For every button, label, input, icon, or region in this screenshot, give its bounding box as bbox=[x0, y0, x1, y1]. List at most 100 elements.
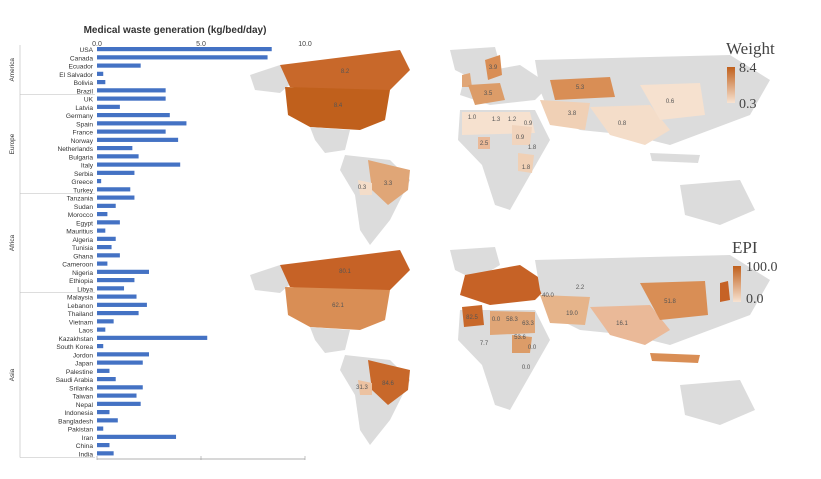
weight-legend-min: 0.3 bbox=[739, 97, 757, 112]
bar bbox=[97, 170, 135, 175]
map-value-label: 8.4 bbox=[334, 103, 343, 109]
mexico-shape bbox=[310, 127, 350, 153]
category-label: Spain bbox=[76, 121, 93, 128]
x-tick-label: 0.0 bbox=[92, 41, 102, 48]
bar bbox=[97, 88, 166, 93]
map-value-label: 1.8 bbox=[528, 145, 537, 151]
bar bbox=[97, 311, 139, 316]
map-value-label: 53.6 bbox=[514, 335, 526, 341]
bar bbox=[97, 302, 147, 307]
category-label: Thailand bbox=[68, 311, 94, 318]
east-africa-shape bbox=[518, 153, 534, 173]
bar bbox=[97, 220, 120, 225]
chart-title: Medical waste generation (kg/bed/day) bbox=[84, 25, 267, 36]
south-asia-shape bbox=[590, 305, 670, 345]
category-label: Sudan bbox=[74, 204, 93, 211]
category-label: Nepal bbox=[76, 402, 94, 409]
bar bbox=[97, 228, 106, 233]
bar bbox=[97, 71, 104, 76]
usa-shape bbox=[285, 287, 390, 330]
map-value-label: 84.6 bbox=[382, 381, 394, 387]
category-label: Turkey bbox=[73, 187, 94, 194]
weight-map: 8.2 8.4 3.3 0.3 1.0 1.3 1.2 0.9 2.5 0.9 1.8 1.8 5.3 3… bbox=[250, 39, 810, 250]
category-label: Laos bbox=[79, 328, 94, 335]
canada-shape bbox=[280, 50, 410, 93]
bar bbox=[97, 63, 141, 68]
category-label: India bbox=[79, 451, 94, 458]
bar bbox=[97, 96, 166, 101]
bar bbox=[97, 80, 106, 85]
map-value-label: 0.8 bbox=[618, 121, 627, 127]
category-label: Srilanka bbox=[69, 385, 93, 392]
china-shape bbox=[640, 281, 708, 320]
bar bbox=[97, 47, 272, 52]
map-value-label: 1.0 bbox=[468, 115, 477, 121]
bar bbox=[97, 451, 114, 456]
category-label: Iran bbox=[82, 435, 94, 442]
x-tick-label: 5.0 bbox=[196, 41, 206, 48]
bar bbox=[97, 55, 268, 60]
bar bbox=[97, 286, 125, 291]
morocco-shape bbox=[462, 305, 484, 327]
bar bbox=[97, 203, 116, 208]
category-label: Kazakhstan bbox=[59, 336, 94, 343]
bar bbox=[97, 294, 137, 299]
ghana-shape bbox=[478, 137, 490, 149]
map-value-label: 8.2 bbox=[341, 69, 350, 75]
category-label: Norway bbox=[71, 138, 94, 145]
world-map-weight: 8.28.43.30.31.0 1.3 1.20.92.50.91.81.85.33… bbox=[250, 47, 770, 245]
category-label: USA bbox=[79, 47, 93, 54]
category-label: Morocco bbox=[68, 212, 94, 219]
category-label: Jordon bbox=[73, 352, 93, 359]
norway-shape bbox=[485, 55, 502, 80]
map-value-label: 16.1 bbox=[616, 321, 628, 327]
category-label: Taiwan bbox=[72, 394, 93, 401]
bar bbox=[97, 377, 116, 382]
bar bbox=[97, 187, 131, 192]
category-label: Netherlands bbox=[57, 146, 93, 153]
kazakhstan-shape bbox=[550, 77, 615, 100]
map-value-label: 19.0 bbox=[566, 311, 578, 317]
bar bbox=[97, 368, 110, 373]
category-label: Serbia bbox=[74, 171, 93, 178]
australia-shape bbox=[680, 180, 755, 225]
map-value-label: 1.2 bbox=[508, 117, 517, 123]
map-value-label: 3.9 bbox=[489, 65, 498, 71]
south-asia-shape bbox=[590, 105, 670, 145]
map-value-label: 0.9 bbox=[524, 121, 533, 127]
east-asia-shape bbox=[640, 83, 705, 120]
brazil-shape bbox=[368, 360, 410, 405]
bolivia-shape bbox=[358, 180, 372, 195]
weight-legend-gradient bbox=[727, 67, 735, 103]
bar bbox=[97, 418, 118, 423]
australia-shape bbox=[680, 380, 755, 425]
map-value-label: 51.8 bbox=[664, 299, 676, 305]
epi-legend-gradient bbox=[733, 266, 741, 302]
map-value-label: 0.6 bbox=[666, 99, 675, 105]
africa-shape bbox=[458, 310, 550, 410]
group-label: Europe bbox=[9, 133, 16, 154]
bar bbox=[97, 278, 135, 283]
waste-bar-chart: Medical waste generation (kg/bed/day) 0.… bbox=[9, 25, 312, 460]
category-label: Algeria bbox=[72, 237, 93, 244]
group-label: Africa bbox=[9, 234, 16, 251]
map-value-label: 0.9 bbox=[516, 135, 525, 141]
map-value-label: 0.0 bbox=[492, 317, 501, 323]
bar bbox=[97, 360, 143, 365]
bar bbox=[97, 344, 104, 349]
weight-legend-title: Weight bbox=[726, 39, 775, 58]
bar bbox=[97, 352, 149, 357]
epi-map: 80.1 62.1 84.6 31.3 82.5 0.0 58.3 63.3 7.7 53.6 0.… bbox=[250, 238, 810, 450]
bolivia-shape bbox=[358, 380, 372, 395]
category-label: UK bbox=[84, 97, 94, 104]
bar bbox=[97, 212, 108, 217]
map-value-label: 82.5 bbox=[466, 315, 478, 321]
map-value-label: 1.8 bbox=[522, 165, 531, 171]
map-value-label: 7.7 bbox=[480, 341, 489, 347]
map-value-label: 3.8 bbox=[568, 111, 577, 117]
map-value-label: 2.2 bbox=[576, 285, 585, 291]
bar bbox=[97, 129, 166, 134]
world-map-epi: 80.162.184.631.382.5 0.0 58.363.37.753.60.… bbox=[250, 247, 770, 445]
bar bbox=[97, 401, 141, 406]
bar bbox=[97, 434, 177, 439]
